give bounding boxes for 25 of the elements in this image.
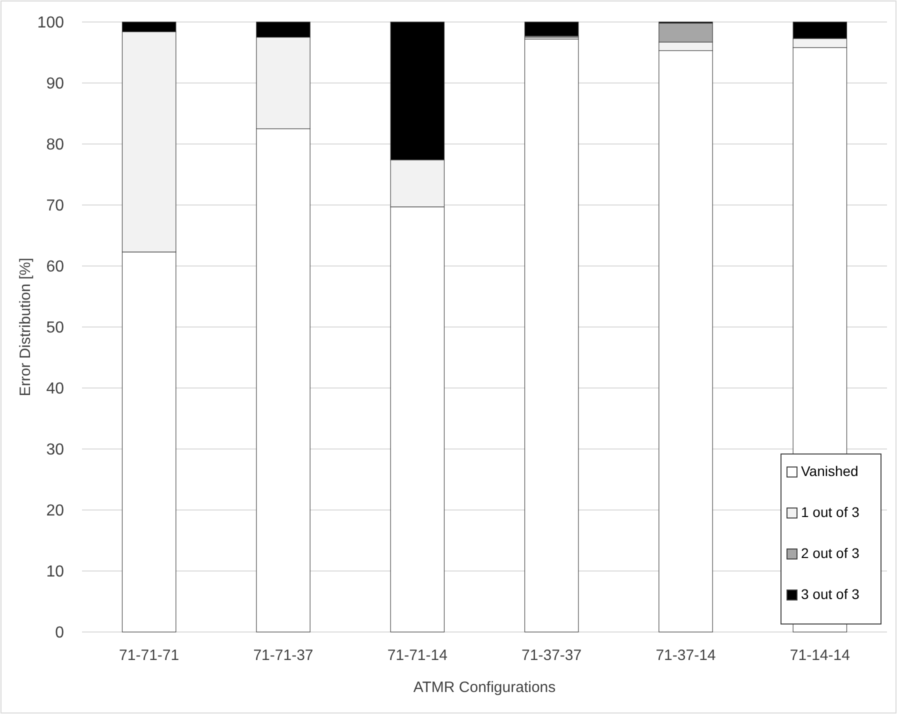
y-tick-label: 10 [46, 564, 64, 581]
y-tick-label: 70 [46, 198, 64, 215]
y-tick-label: 100 [37, 14, 64, 32]
bar [524, 22, 579, 36]
y-tick-label: 90 [46, 76, 64, 93]
y-tick-label: 60 [46, 258, 64, 276]
x-tick-label: 71-14-14 [790, 647, 850, 664]
y-tick-label: 40 [46, 380, 64, 398]
x-tick-label: 71-71-14 [387, 647, 448, 664]
y-axis-title: Error Distribution [%] [17, 258, 34, 396]
legend-label: 1 out of 3 [801, 504, 860, 520]
x-axis-title: ATMR Configurations [413, 679, 556, 696]
y-tick-label: 0 [55, 624, 64, 642]
legend-label: Vanished [801, 463, 858, 479]
y-tick-label: 20 [46, 502, 64, 520]
x-tick-label: 71-37-14 [656, 647, 716, 664]
x-tick-label: 71-71-71 [119, 647, 180, 664]
legend-label: 2 out of 3 [801, 545, 860, 561]
x-tick-label: 71-71-37 [253, 647, 314, 664]
legend-label: 3 out of 3 [801, 586, 860, 602]
x-tick-label: 71-37-37 [522, 647, 582, 664]
bar [524, 38, 579, 632]
y-tick-label: 80 [46, 136, 64, 154]
y-tick-label: 30 [46, 442, 64, 459]
y-tick-label: 50 [46, 320, 64, 337]
